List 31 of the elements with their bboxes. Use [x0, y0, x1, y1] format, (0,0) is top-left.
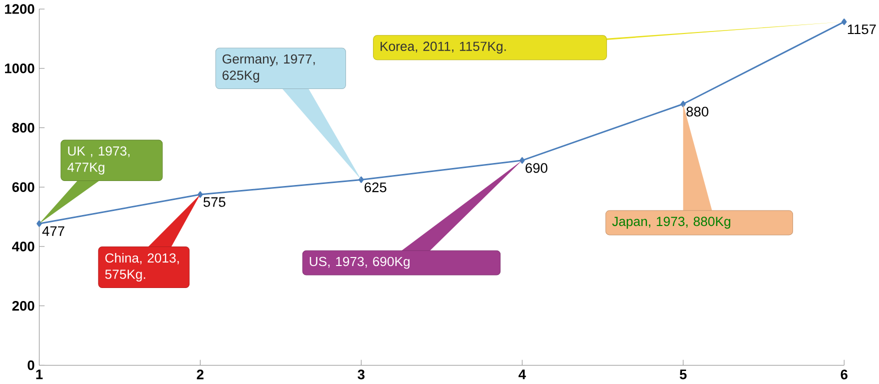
y-tick-label: 400 [12, 242, 34, 252]
y-tick-label: 800 [12, 123, 34, 133]
y-tick-label: 200 [12, 301, 34, 311]
annotation: Germany, 1977, 625Kg [222, 54, 315, 83]
data-label: 477 [42, 226, 64, 236]
y-tick-label: 1000 [5, 64, 34, 74]
x-tick-label: 5 [680, 370, 687, 380]
x-tick-label: 1 [36, 370, 43, 380]
data-label: 575 [204, 198, 226, 208]
point [198, 192, 203, 198]
data-label: 625 [364, 182, 386, 192]
x-tick-label: 3 [358, 370, 365, 380]
annotation: Japan, 1973, 880Kg [612, 217, 730, 229]
data-label: 880 [686, 107, 708, 117]
data-label: 690 [526, 163, 548, 174]
point [358, 176, 364, 184]
x-tick-label: 6 [840, 370, 848, 380]
point [36, 220, 42, 228]
x-tick-label: 4 [518, 370, 526, 380]
point [680, 100, 686, 108]
y-tick-label: 1200 [5, 4, 34, 14]
y-tick-label: 0 [28, 360, 34, 370]
x-tick-label: 2 [196, 370, 204, 380]
y-tick-label: 600 [12, 182, 34, 192]
annotation: Korea, 2011, 1157Kg. [380, 42, 506, 54]
point [520, 157, 525, 164]
annotation: US, 1973, 690Kg [310, 257, 410, 269]
point [842, 18, 847, 26]
annotation: China, 2013, 575Kg. [105, 253, 179, 282]
annotation: UK , 1973, 477Kg [67, 146, 130, 175]
data-label: 1157 [848, 24, 876, 34]
